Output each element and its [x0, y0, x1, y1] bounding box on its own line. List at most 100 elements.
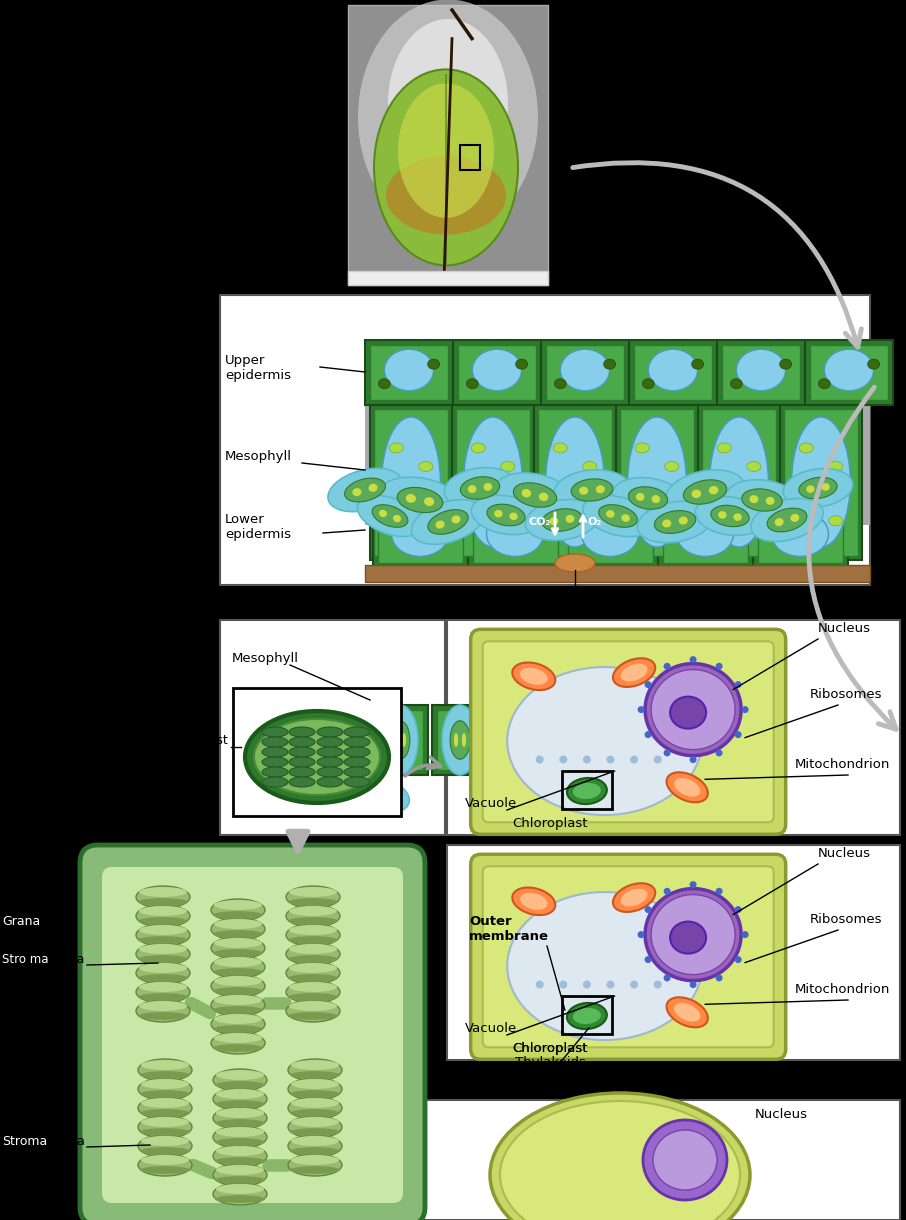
Ellipse shape [734, 514, 742, 521]
Ellipse shape [818, 378, 831, 389]
Ellipse shape [344, 777, 370, 787]
Bar [348, 5, 548, 285]
Ellipse shape [262, 756, 288, 767]
Ellipse shape [388, 20, 508, 187]
Ellipse shape [725, 479, 799, 520]
Ellipse shape [352, 488, 361, 497]
Ellipse shape [303, 769, 358, 802]
Ellipse shape [214, 919, 262, 928]
Ellipse shape [138, 936, 188, 944]
Ellipse shape [262, 727, 288, 737]
Ellipse shape [384, 349, 434, 390]
Bar [370, 405, 452, 560]
Ellipse shape [213, 1088, 267, 1110]
Ellipse shape [136, 886, 190, 908]
Ellipse shape [321, 783, 327, 789]
Bar [702, 409, 776, 556]
Ellipse shape [328, 468, 402, 511]
Ellipse shape [806, 486, 814, 493]
Ellipse shape [211, 899, 265, 921]
Ellipse shape [411, 500, 485, 544]
Ellipse shape [213, 911, 263, 919]
Ellipse shape [214, 956, 262, 967]
Ellipse shape [674, 1003, 700, 1021]
Ellipse shape [545, 417, 604, 547]
Ellipse shape [496, 473, 574, 517]
Ellipse shape [539, 493, 548, 501]
Bar [372, 705, 428, 775]
Text: Chloroplast: Chloroplast [512, 1042, 587, 1055]
Text: Stomata: Stomata [537, 589, 593, 601]
Ellipse shape [799, 443, 814, 453]
Ellipse shape [383, 793, 390, 800]
Ellipse shape [582, 511, 639, 556]
Ellipse shape [291, 1098, 339, 1108]
Ellipse shape [379, 477, 461, 523]
Text: Mesophyll: Mesophyll [232, 651, 299, 665]
Ellipse shape [139, 925, 187, 935]
Ellipse shape [573, 1008, 601, 1024]
Bar [722, 345, 800, 400]
Ellipse shape [737, 349, 786, 390]
Ellipse shape [289, 982, 337, 992]
Ellipse shape [214, 976, 262, 986]
Ellipse shape [666, 470, 745, 514]
Ellipse shape [730, 378, 742, 389]
Ellipse shape [735, 681, 742, 688]
Ellipse shape [644, 906, 651, 913]
Text: Mitochondrion: Mitochondrion [795, 758, 891, 771]
Bar [90, 855, 415, 1215]
Ellipse shape [291, 1136, 339, 1146]
Ellipse shape [138, 1135, 192, 1157]
Text: Stroma: Stroma [37, 1135, 85, 1148]
Ellipse shape [136, 963, 190, 985]
Ellipse shape [520, 893, 547, 910]
Ellipse shape [140, 1128, 190, 1136]
Ellipse shape [651, 495, 660, 503]
Ellipse shape [428, 359, 439, 370]
Bar [568, 505, 653, 562]
Ellipse shape [535, 755, 544, 764]
Ellipse shape [799, 477, 837, 499]
Text: O₂: O₂ [587, 517, 602, 527]
Text: Nucleus: Nucleus [818, 847, 871, 860]
Ellipse shape [677, 511, 734, 556]
Bar [717, 340, 805, 405]
Ellipse shape [382, 705, 418, 775]
FancyBboxPatch shape [80, 845, 425, 1220]
FancyBboxPatch shape [102, 867, 403, 1203]
Ellipse shape [663, 888, 670, 894]
Ellipse shape [512, 662, 555, 691]
Ellipse shape [138, 1154, 192, 1176]
Ellipse shape [596, 486, 605, 493]
Bar [456, 409, 530, 556]
Ellipse shape [689, 656, 697, 664]
Ellipse shape [649, 349, 698, 390]
Text: Chloroplast: Chloroplast [512, 1042, 587, 1055]
Ellipse shape [286, 943, 340, 965]
Ellipse shape [495, 510, 503, 517]
Ellipse shape [695, 497, 765, 536]
Ellipse shape [390, 721, 410, 759]
Ellipse shape [525, 499, 599, 540]
Ellipse shape [599, 505, 637, 527]
Ellipse shape [136, 924, 190, 946]
Ellipse shape [606, 981, 614, 988]
Ellipse shape [653, 1130, 717, 1190]
Text: CO₂: CO₂ [528, 517, 551, 527]
Text: Grana: Grana [44, 953, 85, 966]
Ellipse shape [643, 1120, 727, 1200]
Ellipse shape [215, 1081, 265, 1088]
Ellipse shape [638, 706, 644, 714]
Ellipse shape [718, 500, 731, 510]
Ellipse shape [213, 949, 263, 956]
Ellipse shape [314, 776, 345, 794]
Ellipse shape [606, 755, 614, 764]
Ellipse shape [290, 1147, 340, 1155]
Ellipse shape [290, 1166, 340, 1174]
Ellipse shape [716, 662, 723, 670]
Ellipse shape [462, 733, 466, 747]
Ellipse shape [406, 494, 416, 503]
Ellipse shape [460, 477, 500, 499]
Ellipse shape [344, 756, 370, 767]
